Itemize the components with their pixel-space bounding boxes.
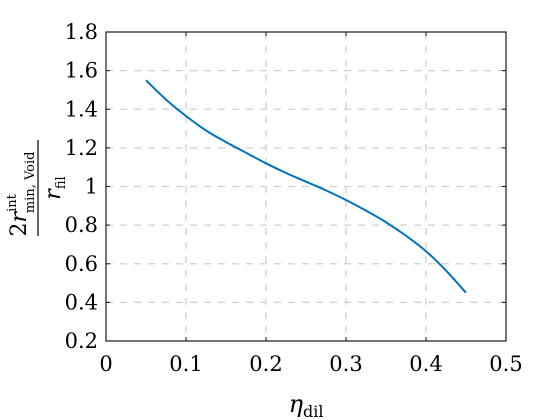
series-line xyxy=(145,79,467,294)
tick-marks xyxy=(105,31,507,342)
y-tick-label: 0.6 xyxy=(65,252,98,276)
y-tick-label: 1.4 xyxy=(65,97,98,121)
x-tick-label: 0.4 xyxy=(409,352,442,376)
y-denominator-sub: fil xyxy=(54,176,69,189)
grid-lines xyxy=(106,32,506,341)
x-tick-label: 0.3 xyxy=(329,352,362,376)
series-layer xyxy=(145,79,467,294)
y-axis-label: 2rint min, Void rfil xyxy=(5,140,69,236)
y-tick-label: 1.2 xyxy=(65,136,98,160)
x-tick-label: 0.1 xyxy=(169,352,202,376)
y-denominator-var: r xyxy=(41,188,66,200)
y-tick-label: 1 xyxy=(85,175,98,199)
y-numerator-sup: int xyxy=(5,193,20,212)
y-axis-denominator: rfil xyxy=(41,176,69,199)
y-numerator-prefix: 2 xyxy=(7,222,32,236)
y-tick-label: 1.8 xyxy=(65,20,98,44)
y-tick-label: 0.8 xyxy=(65,213,98,237)
y-numerator-sub: min, Void xyxy=(23,152,38,214)
x-axis-label-main: η xyxy=(289,390,304,418)
x-tick-label: 0.2 xyxy=(249,352,282,376)
y-tick-label: 0.4 xyxy=(65,290,98,314)
x-tick-labels: 0 0.1 0.2 0.3 0.4 0.5 xyxy=(99,352,522,376)
x-axis-label-sub: dil xyxy=(303,402,323,420)
x-tick-label: 0 xyxy=(99,352,112,376)
y-numerator-var: r xyxy=(7,210,32,222)
y-tick-label: 1.6 xyxy=(65,59,98,83)
y-tick-label: 0.2 xyxy=(65,329,98,353)
y-tick-labels: 0.2 0.4 0.6 0.8 1 1.2 1.4 1.6 1.8 xyxy=(65,20,98,353)
y-axis-numerator: 2rint min, Void xyxy=(5,152,38,237)
x-axis-label: ηdil xyxy=(289,390,324,420)
x-tick-label: 0.5 xyxy=(489,352,522,376)
